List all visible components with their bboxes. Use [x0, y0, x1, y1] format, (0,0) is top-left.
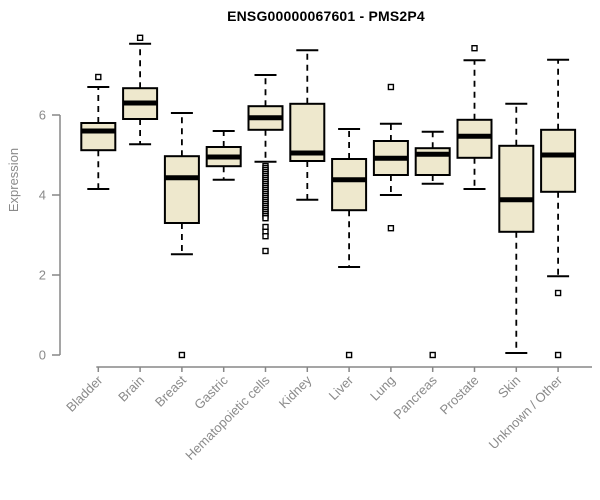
x-tick-label: Skin: [495, 373, 523, 401]
boxplot-bladder: [80, 73, 117, 190]
boxplot-lung: [372, 83, 409, 232]
iqr-box: [163, 155, 200, 224]
iqr-box: [498, 144, 535, 233]
y-tick-label: 0: [39, 348, 46, 363]
y-tick-label: 6: [39, 108, 46, 123]
boxplot-liver: [331, 128, 368, 359]
x-tick-label: Breast: [152, 372, 189, 409]
outlier-point: [345, 351, 353, 359]
boxplot-brain: [122, 34, 159, 146]
x-tick-label: Liver: [326, 372, 357, 403]
outlier-point: [262, 247, 269, 255]
outlier-point: [429, 351, 436, 359]
boxplot-kidney: [289, 49, 326, 201]
iqr-box: [456, 118, 493, 159]
boxplot-prostate: [456, 45, 493, 190]
iqr-box: [331, 158, 368, 212]
outlier-point: [136, 34, 144, 41]
outlier-point: [262, 214, 269, 222]
boxplot-unknown-other: [540, 58, 577, 359]
x-tick-label: Unknown / Other: [486, 372, 566, 452]
outlier-point: [95, 73, 102, 81]
outlier-point: [387, 224, 395, 232]
outlier-point: [387, 83, 395, 91]
chart-title: ENSG00000067601 - PMS2P4: [227, 8, 425, 24]
boxplot-gastric: [205, 130, 242, 181]
outlier-point: [554, 351, 562, 359]
iqr-box: [80, 122, 117, 152]
outlier-point: [262, 232, 269, 240]
x-tick-label: Kidney: [276, 372, 315, 411]
boxplot-breast: [163, 112, 200, 359]
x-tick-label: Gastric: [191, 372, 231, 412]
x-tick-label: Pancreas: [390, 372, 440, 422]
y-tick-label: 2: [39, 268, 46, 283]
y-axis: 0 2 4 6: [39, 108, 61, 363]
outlier-point: [178, 351, 186, 359]
x-tick-label: Brain: [115, 373, 147, 405]
outlier-point: [471, 45, 478, 52]
y-tick-label: 4: [39, 188, 46, 203]
boxplot-pancreas: [414, 130, 451, 359]
iqr-box: [540, 128, 577, 193]
x-tick-label: Lung: [367, 373, 398, 404]
x-tick-label: Prostate: [437, 373, 482, 418]
outlier-point: [554, 289, 562, 297]
boxplot-skin: [498, 102, 535, 354]
boxplot-hematopoietic-cells: [247, 74, 284, 255]
x-tick-label: Bladder: [63, 372, 106, 415]
